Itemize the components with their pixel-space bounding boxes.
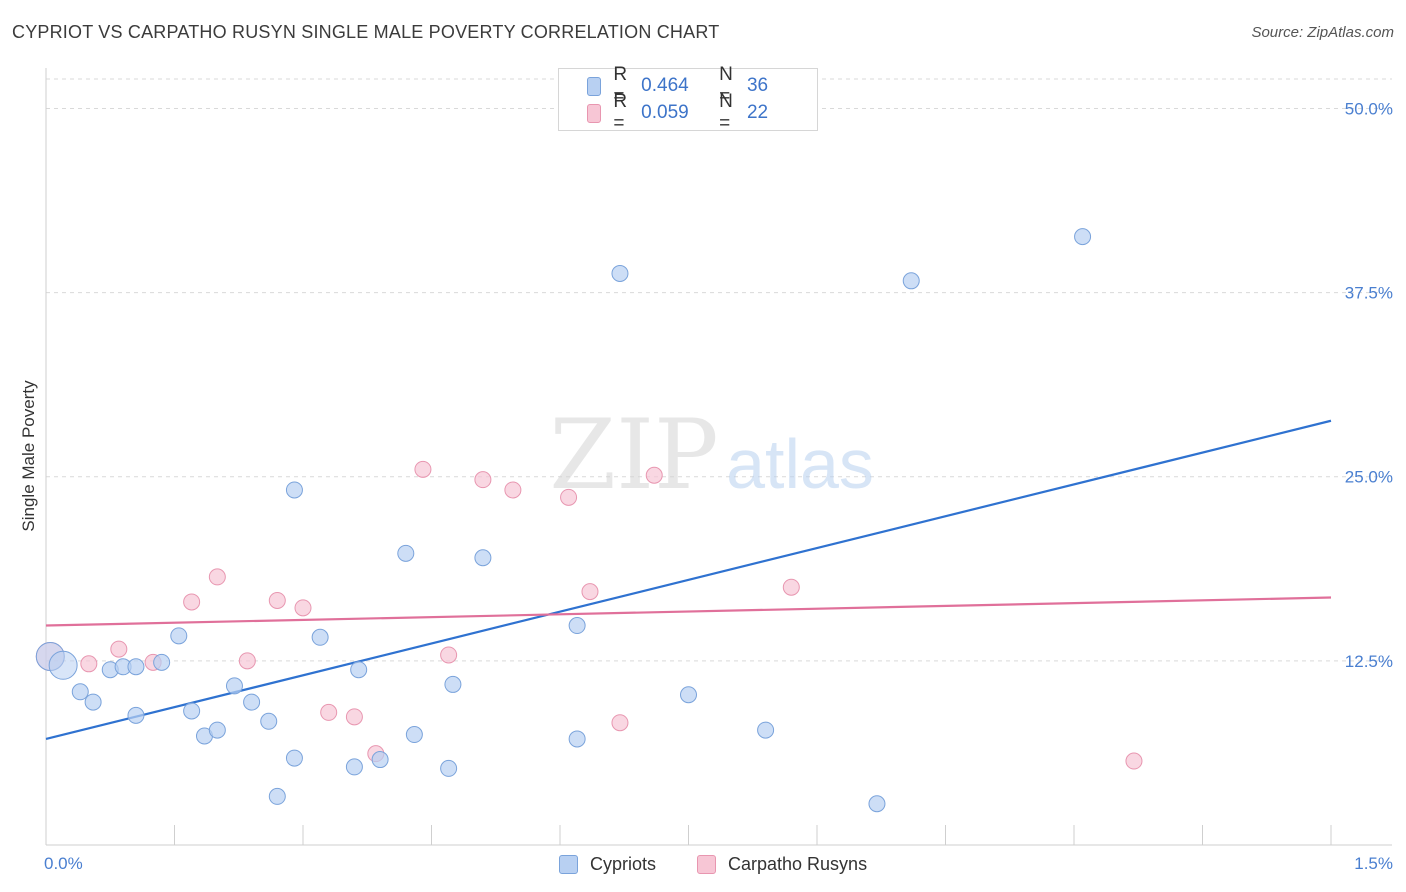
correlation-legend: R = 0.464 N = 36 R = 0.059 N = 22 [558,64,818,134]
bottom-legend-label: Cypriots [590,853,657,874]
source-label: Source: ZipAtlas.com [1251,24,1394,41]
bottom-legend-swatch-pink [697,854,716,874]
point-cypriots [311,628,329,646]
point-cypriots [153,653,171,671]
point-carpatho-rusyns [611,714,629,732]
bottom-legend-cypriots: Cypriots [559,852,656,876]
legend-r-value: 0.464 [641,75,689,96]
point-cypriots [285,749,303,767]
point-cypriots [568,617,586,635]
legend-r-label: R = [613,64,628,107]
y-tick-label: 25.0% [1345,468,1393,487]
point-cypriots [285,481,303,499]
legend-r-value: 0.059 [641,102,689,123]
point-cypriots [868,795,886,813]
point-cypriots [243,693,261,711]
point-cypriots [611,264,629,282]
legend-swatch-blue [587,76,602,96]
point-carpatho-rusyns [345,708,363,726]
y-tick-label: 37.5% [1345,284,1393,303]
trend-line-carpatho-rusyns [45,596,1332,627]
point-carpatho-rusyns [110,640,128,658]
watermark-atlas: atlas [726,425,874,503]
point-carpatho-rusyns [80,655,98,673]
x-tick-label-min: 0.0% [44,854,83,873]
point-cypriots [1074,228,1092,246]
point-cypriots [183,702,201,720]
point-cypriots [397,544,415,562]
bottom-legend-swatch-blue [559,854,578,874]
point-cypriots [127,658,145,676]
point-cypriots [268,787,286,805]
trend-lines [45,419,1332,741]
point-carpatho-rusyns [183,593,201,611]
point-carpatho-rusyns [474,471,492,489]
legend-r-label: R = [613,91,628,134]
point-cypriots [260,712,278,730]
point-cypriots [127,706,145,724]
point-cypriots [350,661,368,679]
bottom-legend-label: Carpatho Rusyns [728,853,868,874]
point-cypriots [902,272,920,290]
point-carpatho-rusyns [238,652,256,670]
point-cypriots [208,721,226,739]
chart-title: CYPRIOT VS CARPATHO RUSYN SINGLE MALE PO… [12,22,720,42]
legend-swatch-pink [587,103,602,123]
point-cypriots [444,675,462,693]
point-carpatho-rusyns [268,591,286,609]
point-carpatho-rusyns [440,646,458,664]
y-axis-title: Single Male Poverty [19,380,38,532]
point-cypriots [474,549,492,567]
point-cypriots [225,677,243,695]
point-carpatho-rusyns [645,466,663,484]
trend-line-cypriots [45,419,1332,741]
axes [45,68,1392,846]
point-carpatho-rusyns [504,481,522,499]
tick-labels: 12.5% 25.0% 37.5% 50.0% 0.0% 1.5% [44,99,1393,873]
point-cypriots [170,627,188,645]
point-carpatho-rusyns [208,568,226,586]
grid-lines [46,78,1392,662]
legend-n-value: 36 [746,75,769,96]
y-tick-label: 50.0% [1345,99,1393,118]
point-carpatho-rusyns [560,488,578,506]
point-cypriots [680,686,697,704]
legend-n-label: N = [719,64,733,107]
point-carpatho-rusyns [1125,752,1143,770]
point-cypriots [371,751,389,769]
point-cypriots [48,650,78,680]
point-cypriots [345,758,363,776]
watermark-zip: ZIP [549,399,718,511]
legend-row-cypriots: R = 0.464 N = 36 [587,64,817,107]
point-cypriots [757,721,775,739]
point-cypriots [405,726,423,744]
point-carpatho-rusyns [581,583,599,601]
watermark: ZIP atlas [549,399,874,511]
point-cypriots [568,730,586,748]
bottom-legend-carpatho-rusyns: Carpatho Rusyns [697,852,867,876]
point-carpatho-rusyns [414,460,432,478]
point-cypriots [440,759,458,777]
legend-row-carpatho-rusyns: R = 0.059 N = 22 [587,91,817,134]
point-cypriots [71,683,89,701]
x-tick-label-max: 1.5% [1354,854,1393,873]
point-carpatho-rusyns [320,703,338,721]
point-cypriots [84,693,102,711]
point-carpatho-rusyns [294,599,312,617]
point-carpatho-rusyns [782,578,800,596]
y-tick-label: 12.5% [1345,652,1393,671]
data-points [35,228,1143,813]
legend-n-value: 22 [746,102,769,123]
legend-n-label: N = [719,91,733,134]
